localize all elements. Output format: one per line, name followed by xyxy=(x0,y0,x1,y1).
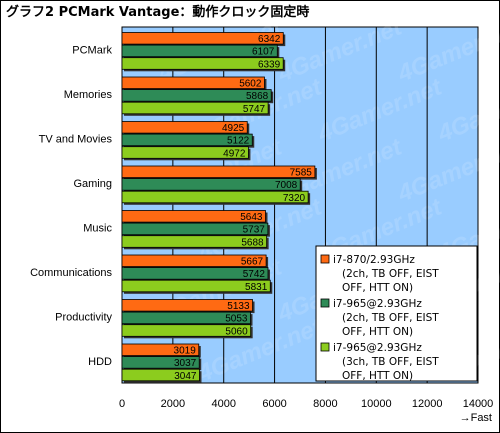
bar xyxy=(121,89,272,102)
legend-swatch xyxy=(320,342,330,352)
bar xyxy=(121,299,253,312)
value-label: 3037 xyxy=(174,358,197,369)
bar xyxy=(121,368,200,382)
tick-label: 4000 xyxy=(211,398,235,410)
value-label: 3019 xyxy=(174,346,197,357)
category-label: Productivity xyxy=(55,311,112,323)
legend-entry: (3ch, TB OFF, EIST xyxy=(342,356,439,368)
value-label: 5868 xyxy=(246,91,269,102)
value-label: 3047 xyxy=(174,371,197,382)
bar xyxy=(121,279,271,293)
x-axis: 0 2000 4000 6000 8000 10000 12000 14000 →Fast xyxy=(119,398,493,424)
value-label: 6339 xyxy=(258,59,281,70)
bar xyxy=(121,57,284,70)
value-label: 5053 xyxy=(225,314,248,325)
legend: i7-870/2.93GHz (2ch, TB OFF, EIST OFF, HTT… xyxy=(315,245,478,382)
value-label: 5667 xyxy=(241,257,264,268)
bar xyxy=(121,210,266,223)
category-label: TV and Movies xyxy=(39,133,113,145)
legend-entry: OFF, HTT ON) xyxy=(342,326,413,338)
value-label: 5133 xyxy=(227,301,250,312)
category-label: Music xyxy=(83,222,112,234)
value-label: 5742 xyxy=(243,269,266,280)
bar xyxy=(121,356,200,369)
tick-label: 2000 xyxy=(161,398,185,410)
tick-label: 0 xyxy=(119,398,125,410)
legend-entry: (2ch, TB OFF, EIST xyxy=(342,312,439,324)
bar xyxy=(121,133,253,147)
bar xyxy=(121,121,248,134)
legend-entry: i7-870/2.93GHz xyxy=(333,254,415,266)
tick-label: 6000 xyxy=(262,398,286,410)
bar xyxy=(121,101,269,115)
chart-title: グラフ2 PCMark Vantage：動作クロック固定時 xyxy=(6,4,309,20)
value-label: 7008 xyxy=(275,180,298,191)
legend-entry: OFF, HTT ON) xyxy=(342,282,413,294)
bar xyxy=(121,178,301,191)
bar xyxy=(121,165,316,179)
value-label: 5060 xyxy=(225,326,248,337)
value-label: 4925 xyxy=(222,123,245,134)
category-label: Memories xyxy=(64,89,113,101)
bar xyxy=(121,324,252,337)
category-label: Gaming xyxy=(73,178,112,190)
value-label: 5831 xyxy=(245,282,268,293)
tick-label: 14000 xyxy=(463,398,494,410)
bar xyxy=(121,190,309,204)
tick-label: 12000 xyxy=(412,398,443,410)
bar xyxy=(121,254,267,268)
bar xyxy=(121,267,269,280)
value-label: 5643 xyxy=(240,212,263,223)
value-label: 5602 xyxy=(239,79,262,90)
legend-swatch xyxy=(320,254,330,264)
category-label: HDD xyxy=(88,356,112,368)
bar xyxy=(121,76,265,90)
category-label: Communications xyxy=(30,267,112,279)
bar xyxy=(121,343,200,357)
legend-entry: i7-965@2.93GHz xyxy=(333,298,422,310)
bar xyxy=(121,311,251,325)
bar xyxy=(121,235,268,248)
bar xyxy=(121,44,278,58)
bar xyxy=(121,222,269,236)
tick-label: 8000 xyxy=(313,398,337,410)
value-label: 5737 xyxy=(243,225,266,236)
x-axis-label: →Fast xyxy=(460,412,492,424)
legend-swatch xyxy=(320,298,330,308)
value-label: 6107 xyxy=(252,47,275,58)
legend-entry: OFF, HTT ON) xyxy=(342,370,413,382)
legend-entry: i7-965@2.93GHz xyxy=(333,342,422,354)
legend-box xyxy=(315,245,478,382)
value-label: 7320 xyxy=(283,193,306,204)
tick-label: 10000 xyxy=(361,398,392,410)
category-label: PCMark xyxy=(72,44,112,56)
value-label: 4972 xyxy=(223,148,246,159)
bar xyxy=(121,146,249,159)
value-label: 6342 xyxy=(258,34,281,45)
category-labels: PCMark Memories TV and Movies Gaming Music Co… xyxy=(30,44,112,368)
value-label: 5688 xyxy=(241,237,264,248)
value-label: 7585 xyxy=(290,168,313,179)
legend-entry: (2ch, TB OFF, EIST xyxy=(342,268,439,280)
bar xyxy=(121,32,284,45)
value-label: 5747 xyxy=(243,104,266,115)
value-label: 5122 xyxy=(227,136,250,147)
